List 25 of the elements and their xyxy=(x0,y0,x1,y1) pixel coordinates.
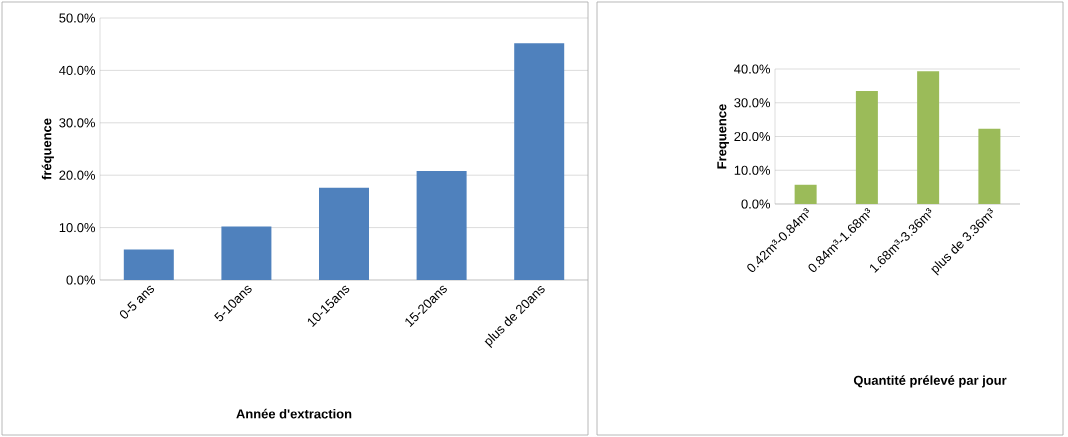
bar xyxy=(319,187,369,280)
bar xyxy=(123,249,174,280)
y-tick-label: 50.0% xyxy=(59,13,96,23)
y-tick-label: 20.0% xyxy=(734,131,771,142)
bar xyxy=(917,71,940,204)
y-tick-label: 20.0% xyxy=(59,170,96,180)
y-axis-title: Frequence xyxy=(717,104,729,169)
x-tick-label: 0-5 ans xyxy=(119,285,155,319)
bar xyxy=(855,90,878,204)
y-tick-label: 40.0% xyxy=(59,65,96,75)
bar xyxy=(514,43,565,280)
y-tick-label: 0.0% xyxy=(66,275,96,285)
bar xyxy=(978,128,1001,204)
bar xyxy=(221,226,272,280)
y-axis-title: fréquence xyxy=(41,118,54,180)
y-tick-label: 10.0% xyxy=(59,223,96,233)
bar xyxy=(416,171,467,280)
x-axis-title: Quantité prélevé par jour xyxy=(853,375,1007,388)
y-tick-label: 30.0% xyxy=(59,118,96,128)
x-axis-title: Année d'extraction xyxy=(236,408,352,419)
y-tick-label: 40.0% xyxy=(734,64,771,74)
y-tick-label: 30.0% xyxy=(734,98,771,108)
y-tick-label: 10.0% xyxy=(734,165,771,175)
bar xyxy=(794,184,817,204)
y-tick-label: 0.0% xyxy=(741,199,771,209)
